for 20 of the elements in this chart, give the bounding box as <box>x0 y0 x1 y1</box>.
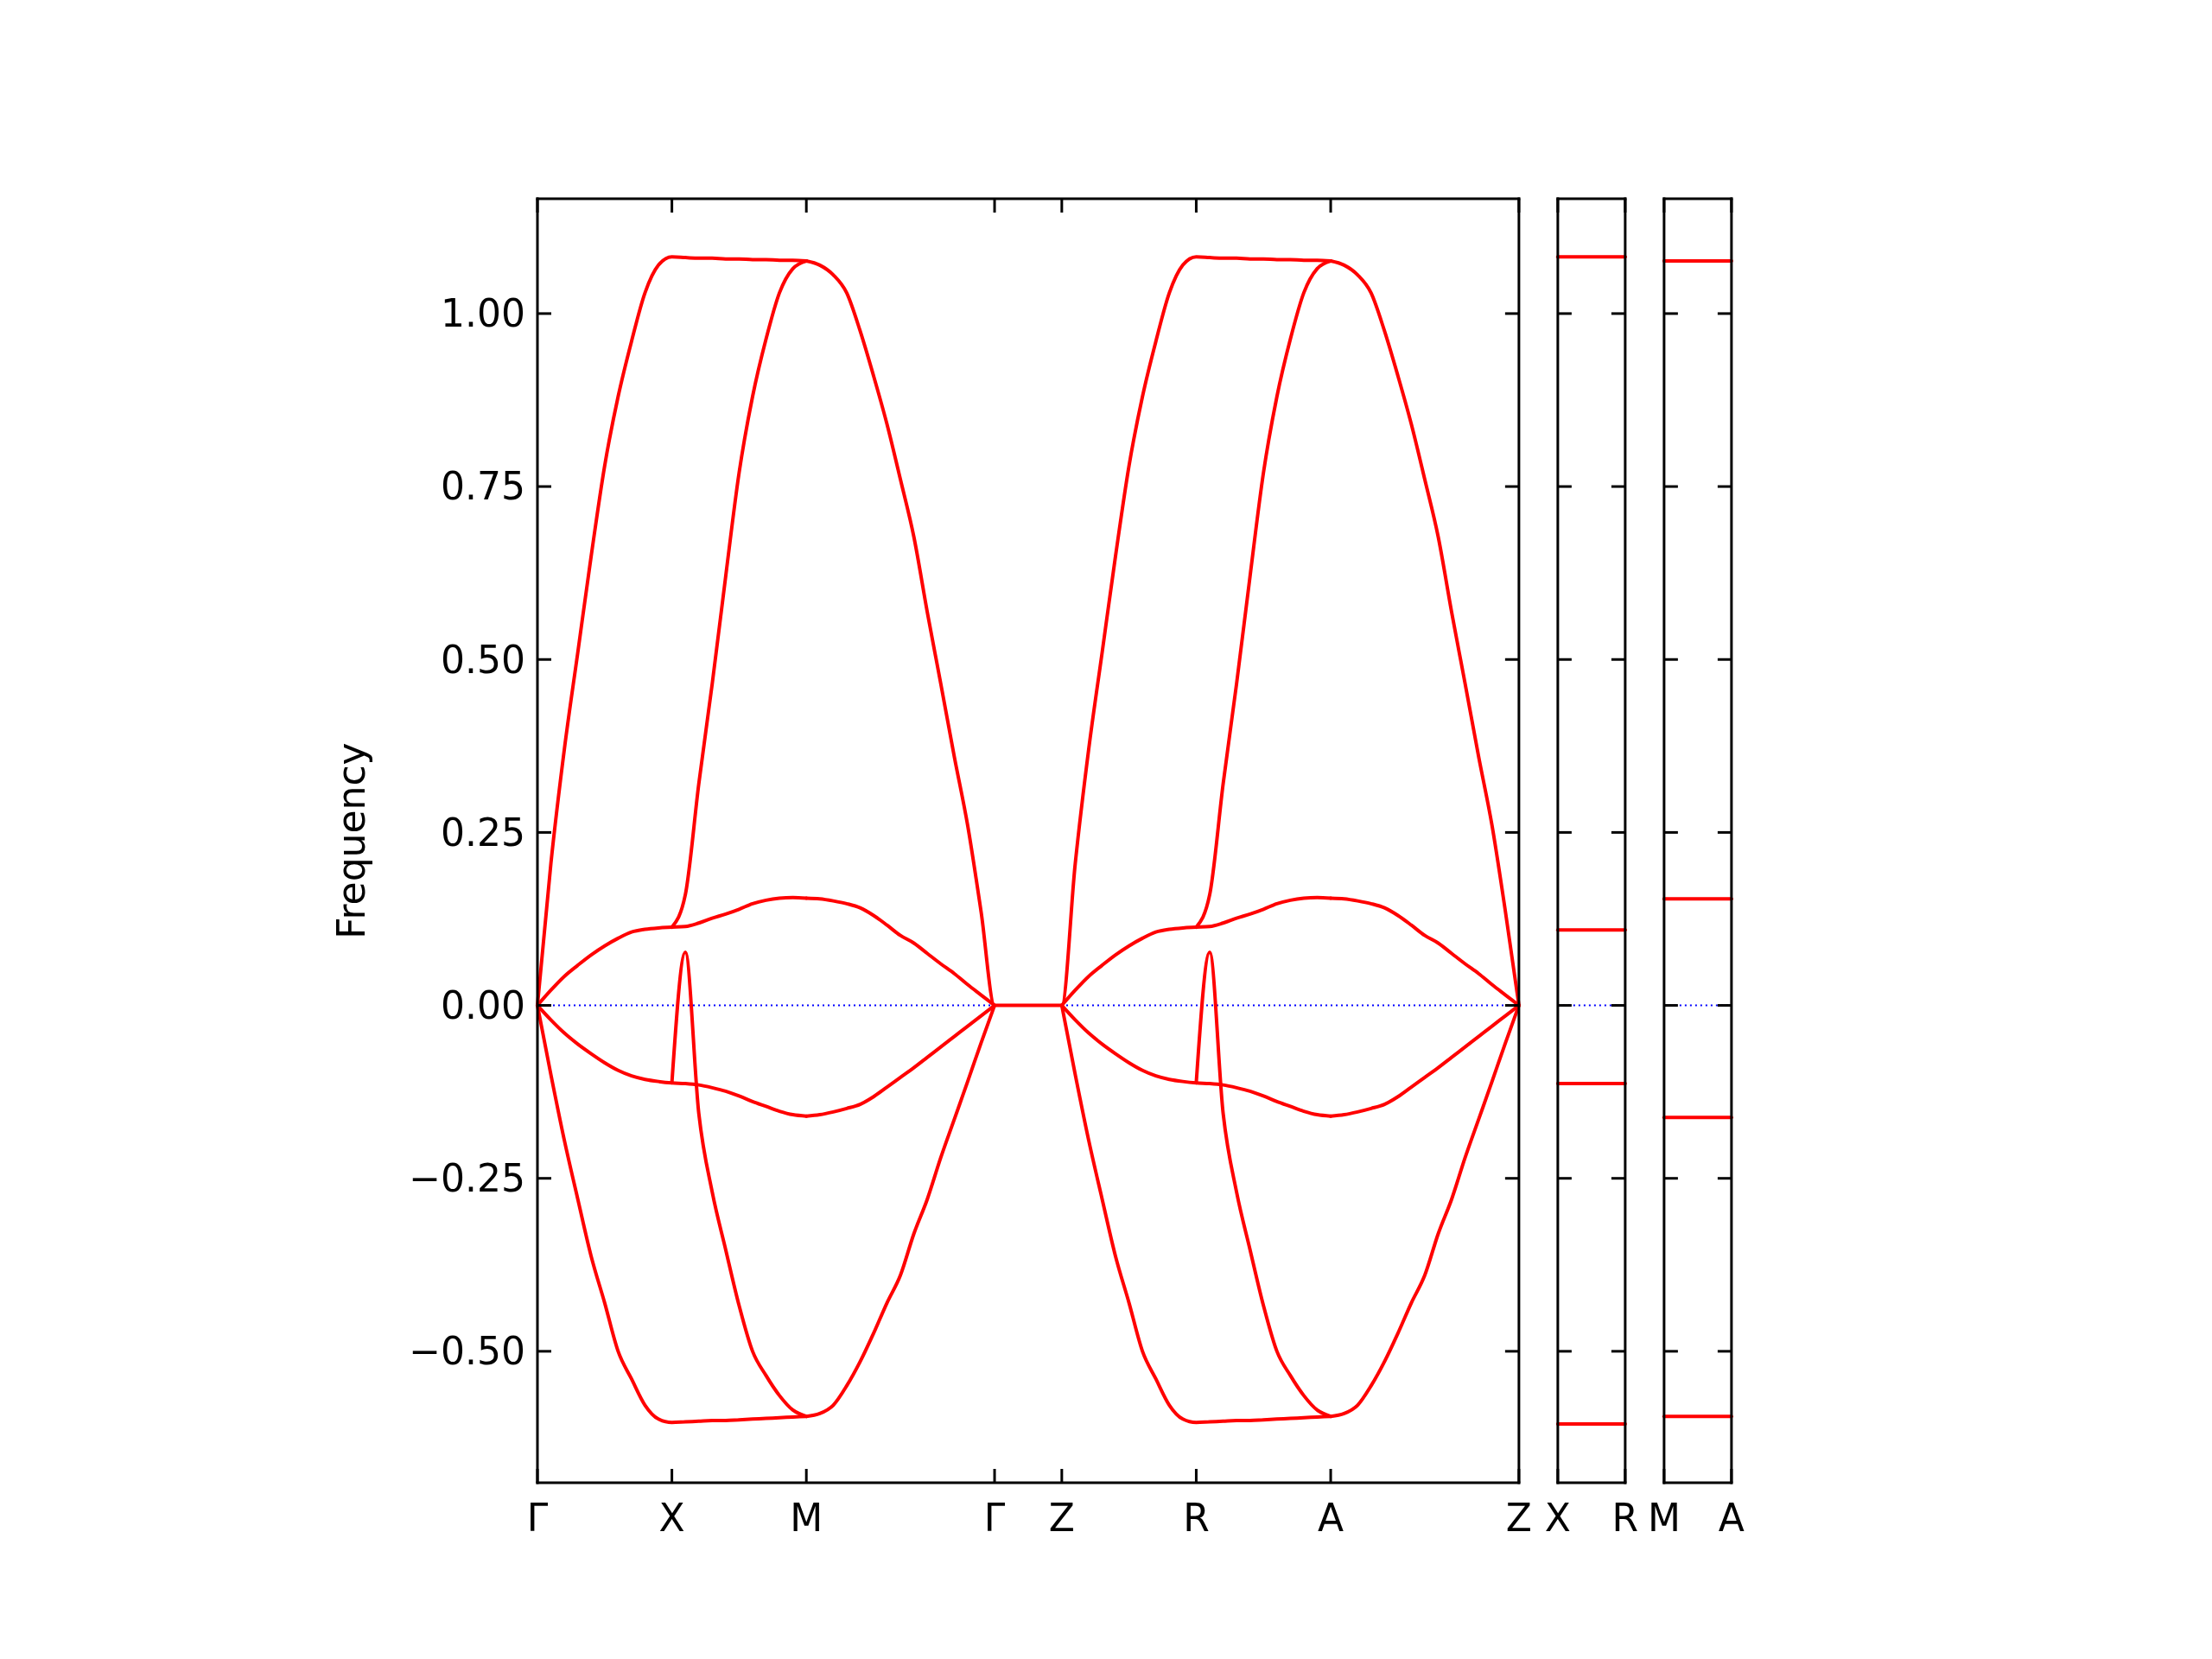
y-tick-label: 1.00 <box>441 291 525 336</box>
y-tick-label: 0.50 <box>441 637 525 682</box>
x-tick-label: Z <box>1505 1496 1532 1540</box>
x-tick-label: Z <box>1048 1496 1075 1540</box>
x-tick-label: Γ <box>983 1496 1006 1540</box>
x-tick-label: X <box>1544 1496 1571 1540</box>
x-tick-label: M <box>1647 1496 1681 1540</box>
y-tick-label: 0.00 <box>441 982 525 1027</box>
x-tick-label: A <box>1317 1496 1344 1540</box>
x-tick-label: R <box>1183 1496 1210 1540</box>
y-tick-label: 0.25 <box>441 810 525 855</box>
y-tick-label: 0.75 <box>441 464 525 509</box>
y-tick-label: −0.25 <box>409 1156 525 1201</box>
y-tick-label: −0.50 <box>409 1329 525 1374</box>
x-tick-label: X <box>658 1496 685 1540</box>
x-tick-label: A <box>1718 1496 1745 1540</box>
x-tick-label: Γ <box>526 1496 549 1540</box>
x-tick-label: M <box>790 1496 823 1540</box>
y-axis-title: Frequency <box>329 742 373 939</box>
x-tick-label: R <box>1611 1496 1639 1540</box>
